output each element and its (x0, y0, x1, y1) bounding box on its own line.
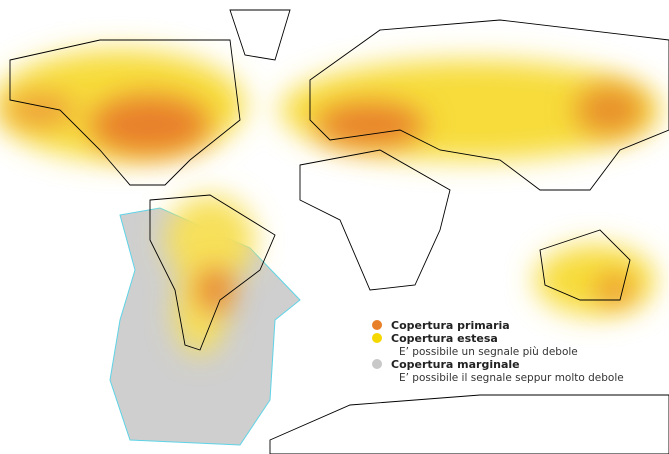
legend-note: E’ possibile il segnale seppur molto deb… (399, 372, 624, 384)
primary-coverage (5, 85, 645, 312)
legend-label: Copertura marginale (391, 358, 520, 371)
legend-swatch (372, 320, 382, 330)
legend-label: Copertura estesa (391, 332, 498, 345)
legend-swatch (372, 359, 382, 369)
land-outlines (9, 9, 669, 454)
legend-label: Copertura primaria (391, 319, 510, 332)
legend-swatch (372, 333, 382, 343)
legend-note: E’ possibile un segnale più debole (399, 346, 578, 358)
